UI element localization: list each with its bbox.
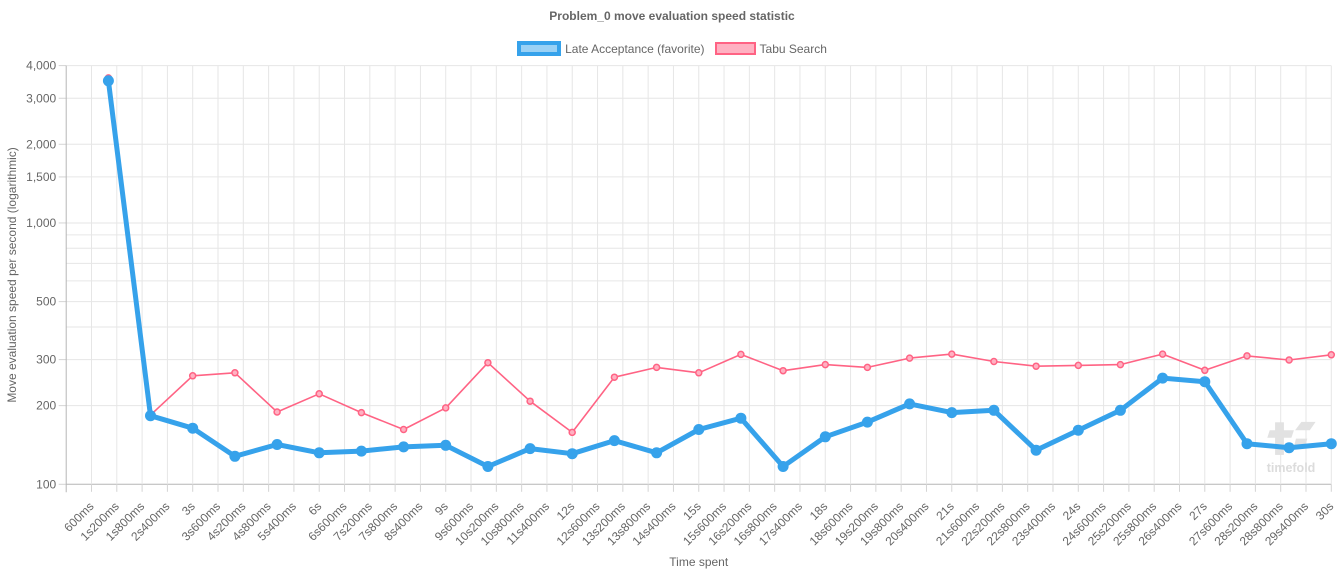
data-point-late-acceptance <box>988 404 1000 416</box>
data-point-late-acceptance <box>566 448 578 460</box>
data-point-late-acceptance <box>777 461 789 472</box>
data-point-late-acceptance <box>861 416 873 428</box>
watermark-logo-stripe-top <box>1295 421 1316 431</box>
data-point-tabu-search <box>357 408 366 417</box>
data-point-tabu-search <box>1327 351 1336 359</box>
data-point-tabu-search <box>610 373 619 381</box>
data-point-tabu-search <box>779 366 787 375</box>
legend-swatch <box>517 41 562 56</box>
legend-swatch <box>714 42 756 55</box>
data-point-late-acceptance <box>1114 404 1126 416</box>
data-point-tabu-search <box>273 408 281 416</box>
data-point-late-acceptance <box>1325 438 1337 450</box>
legend-label: Late Acceptance (favorite) <box>565 41 705 56</box>
data-point-tabu-search <box>863 363 872 372</box>
legend-item-late-acceptance[interactable]: Late Acceptance (favorite) <box>517 41 705 56</box>
data-point-late-acceptance <box>145 410 156 422</box>
data-point-tabu-search <box>1201 366 1209 375</box>
data-point-late-acceptance <box>440 439 452 451</box>
data-point-tabu-search <box>1116 360 1125 369</box>
x-tick-label: 3s <box>179 499 198 518</box>
data-point-late-acceptance <box>398 441 410 453</box>
data-point-tabu-search <box>821 360 830 369</box>
y-tick-label: 2,000 <box>26 137 56 151</box>
legend-item-tabu-search[interactable]: Tabu Search <box>714 41 827 56</box>
data-point-late-acceptance <box>355 445 367 457</box>
data-point-tabu-search <box>737 350 745 359</box>
y-tick-label: 4,000 <box>26 59 56 73</box>
data-point-tabu-search <box>695 369 703 377</box>
legend-label: Tabu Search <box>759 41 827 56</box>
data-point-tabu-search <box>905 354 914 362</box>
data-point-tabu-search <box>1032 362 1040 370</box>
data-point-tabu-search <box>188 372 197 380</box>
data-point-tabu-search <box>568 428 576 437</box>
data-point-late-acceptance <box>1199 376 1211 388</box>
y-tick-label: 300 <box>36 353 56 367</box>
data-point-late-acceptance <box>271 439 283 450</box>
data-point-tabu-search <box>1285 356 1293 364</box>
x-tick-label: 9s <box>432 499 451 518</box>
y-tick-label: 1,500 <box>26 170 56 184</box>
y-tick-label: 500 <box>36 295 56 309</box>
data-point-late-acceptance <box>608 435 620 447</box>
data-point-tabu-search <box>1158 350 1167 358</box>
data-point-late-acceptance <box>904 398 916 410</box>
data-point-late-acceptance <box>102 75 114 87</box>
y-tick-label: 3,000 <box>26 91 56 105</box>
x-axis-title: Time spent <box>669 555 729 569</box>
data-point-tabu-search <box>1243 352 1251 360</box>
series-line-tabu-search <box>107 77 1333 434</box>
data-point-late-acceptance <box>819 431 831 443</box>
data-point-late-acceptance <box>482 461 494 472</box>
data-point-late-acceptance <box>693 424 705 435</box>
data-point-tabu-search <box>399 425 408 434</box>
data-point-tabu-search <box>231 369 239 377</box>
data-point-late-acceptance <box>187 422 199 434</box>
y-axis-title: Move evaluation speed per second (logari… <box>5 147 19 402</box>
data-point-late-acceptance <box>735 412 747 424</box>
y-tick-label: 100 <box>36 477 56 491</box>
x-tick-label: 30s <box>1313 499 1337 523</box>
data-point-late-acceptance <box>1072 424 1084 436</box>
data-point-tabu-search <box>484 358 492 367</box>
data-point-late-acceptance <box>651 447 663 459</box>
data-point-tabu-search <box>315 390 323 398</box>
series-line-late-acceptance <box>105 78 1334 469</box>
data-point-late-acceptance <box>524 443 536 455</box>
data-point-tabu-search <box>1074 361 1083 370</box>
data-point-late-acceptance <box>229 450 241 462</box>
data-point-tabu-search <box>441 404 450 412</box>
data-point-late-acceptance <box>1241 438 1253 450</box>
y-tick-label: 200 <box>36 399 56 413</box>
data-point-tabu-search <box>990 357 998 366</box>
data-point-late-acceptance <box>1283 442 1295 454</box>
legend: Late Acceptance (favorite) Tabu Search <box>0 41 1344 56</box>
x-tick-label: 6s <box>305 499 324 518</box>
data-point-late-acceptance <box>946 407 958 419</box>
data-point-late-acceptance <box>313 447 325 459</box>
data-point-tabu-search <box>652 363 661 372</box>
watermark-logo-stem <box>1275 422 1284 455</box>
data-point-late-acceptance <box>1157 372 1169 384</box>
data-point-tabu-search <box>526 397 534 405</box>
data-point-tabu-search <box>948 350 956 358</box>
data-point-late-acceptance <box>1030 444 1042 456</box>
y-tick-label: 1,000 <box>26 216 56 230</box>
watermark-text: timefold <box>1267 461 1316 475</box>
chart-title: Problem_0 move evaluation speed statisti… <box>549 9 795 23</box>
